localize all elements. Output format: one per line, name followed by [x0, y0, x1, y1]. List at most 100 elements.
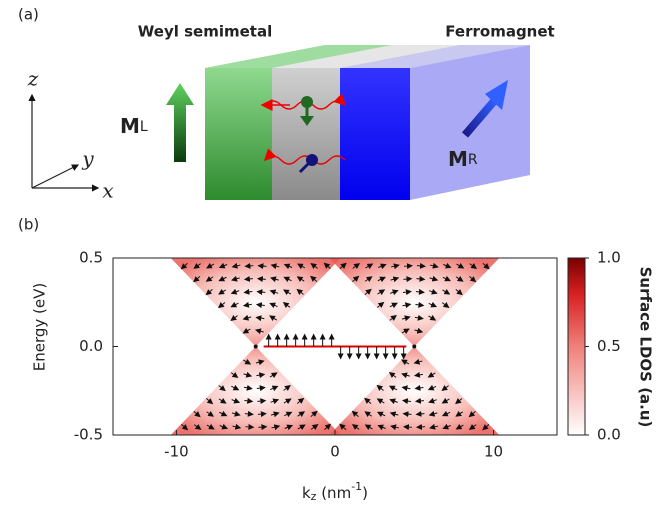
- colorbar-tick-label: 0.5: [597, 337, 621, 355]
- spin-arrow: [231, 275, 240, 282]
- spin-arrow: [389, 315, 397, 322]
- left-title: Weyl semimetal: [138, 23, 272, 41]
- spin-arrow: [415, 410, 425, 417]
- right-title: Ferromagnet: [445, 23, 554, 41]
- weyl-node: [412, 344, 417, 349]
- spin-arrow: [218, 262, 228, 269]
- spin-arrow: [378, 263, 387, 270]
- spin-arrow: [323, 262, 331, 270]
- spin-arrow: [243, 358, 252, 365]
- spin-arrow: [206, 410, 215, 417]
- spin-arrow: [206, 262, 215, 269]
- spin-arrow: [469, 276, 477, 283]
- block: [205, 45, 530, 200]
- spin-arrow: [428, 314, 437, 321]
- spin-arrow: [270, 263, 280, 270]
- spin-arrow: [219, 423, 229, 430]
- spin-arrow: [482, 262, 490, 270]
- spin-arrow: [414, 327, 424, 334]
- spin-arrow: [428, 288, 438, 295]
- spin-arrow: [310, 275, 318, 282]
- ldos-cone: [329, 346, 500, 435]
- spin-arrow: [339, 423, 347, 431]
- spin-arrow: [271, 424, 281, 431]
- spin-arrow: [415, 301, 425, 308]
- spin-arrow: [351, 424, 360, 431]
- spin-arrow: [310, 410, 318, 417]
- spin-arrow: [231, 410, 241, 417]
- spin-arrow: [219, 410, 228, 417]
- spin-arrow: [364, 288, 372, 295]
- spin-arrow: [429, 423, 438, 430]
- spin-arrow: [415, 288, 425, 295]
- spin-arrow: [441, 410, 451, 417]
- spin-arrow: [455, 289, 463, 296]
- spin-arrow: [193, 410, 201, 418]
- spin-arrow: [390, 289, 399, 296]
- x-tick-label: 10: [484, 443, 503, 461]
- spin-arrow: [270, 276, 279, 283]
- spin-arrow: [269, 372, 278, 379]
- spin-arrow: [296, 288, 304, 295]
- spin-arrow: [297, 411, 306, 418]
- spin-arrow: [377, 301, 385, 308]
- spin-arrow: [388, 385, 398, 392]
- spin-arrow: [283, 276, 292, 283]
- spin-arrow: [352, 263, 361, 270]
- spin-arrow: [243, 275, 253, 282]
- spin-arrow: [413, 371, 423, 378]
- spin-arrow: [206, 423, 215, 430]
- spin-arrow: [245, 423, 255, 430]
- spin-arrow: [401, 385, 411, 392]
- spin-arrow: [270, 398, 280, 405]
- spin-arrow: [403, 263, 413, 270]
- spin-arrow: [193, 275, 201, 283]
- spin-arrow: [296, 397, 305, 404]
- axis-x: x: [102, 179, 113, 203]
- spin-arrow: [401, 315, 411, 322]
- spin-arrow: [269, 289, 279, 296]
- spin-arrow: [231, 262, 241, 269]
- spin-waves: [260, 93, 347, 174]
- spin-arrow: [205, 289, 213, 296]
- spin-arrow: [297, 424, 306, 431]
- x-tick-label: -10: [164, 443, 189, 461]
- spin-arrow: [442, 288, 451, 295]
- spin-arrow: [414, 384, 424, 391]
- spin-arrow: [218, 397, 227, 404]
- spin-arrow: [269, 385, 279, 392]
- spin-arrow: [244, 262, 254, 269]
- spin-arrow: [243, 288, 253, 295]
- spin-arrow: [365, 263, 374, 270]
- spin-arrow: [415, 423, 425, 430]
- spin-arrow: [256, 276, 266, 283]
- spin-arrow: [244, 397, 254, 404]
- spin-arrow: [193, 262, 201, 269]
- spin-arrow: [283, 263, 293, 270]
- y-tick-label: 0.0: [79, 337, 103, 355]
- ldos-cone: [170, 258, 341, 347]
- spin-arrow: [402, 302, 412, 309]
- spin-arrow: [401, 359, 410, 366]
- spin-arrow: [441, 397, 450, 404]
- spin-arrow: [205, 398, 214, 405]
- spin-arrow: [442, 275, 451, 282]
- y-label: Energy (eV): [31, 283, 49, 371]
- spin-arrow: [456, 262, 465, 269]
- spin-arrow: [364, 397, 372, 404]
- spin-arrow: [242, 301, 252, 308]
- spin-arrow: [401, 372, 410, 379]
- spin-arrow: [377, 424, 386, 431]
- spin-arrow: [377, 276, 386, 283]
- spin-arrow: [242, 314, 252, 321]
- x-label: kz (nm-1): [302, 480, 368, 503]
- y-tick-label: -0.5: [74, 426, 103, 444]
- spin-arrow: [269, 315, 278, 322]
- spin-arrow: [376, 384, 384, 391]
- spin-arrow: [427, 384, 437, 391]
- axis-y: y: [81, 147, 94, 171]
- spin-arrow: [388, 372, 397, 379]
- spin-arrow: [403, 276, 413, 283]
- spin-arrow: [283, 384, 291, 391]
